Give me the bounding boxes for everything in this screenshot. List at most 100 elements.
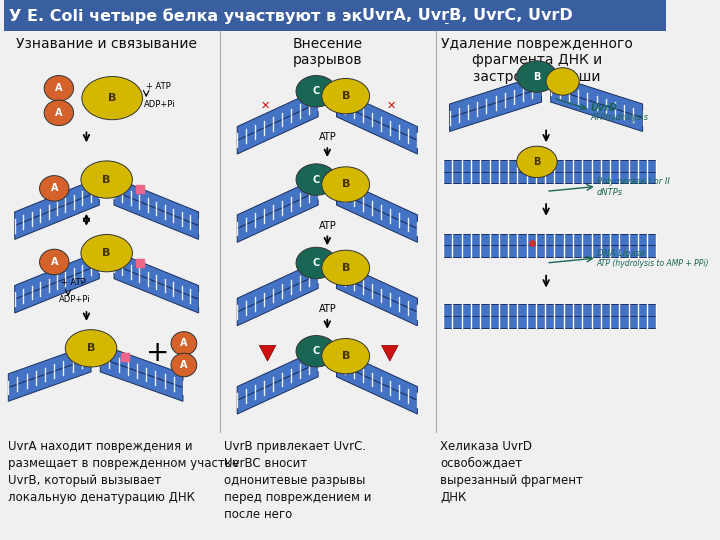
- Polygon shape: [443, 160, 657, 172]
- Ellipse shape: [44, 76, 73, 101]
- Polygon shape: [443, 233, 657, 245]
- Polygon shape: [336, 103, 418, 154]
- Text: B: B: [108, 93, 117, 103]
- Text: A: A: [50, 257, 58, 267]
- Ellipse shape: [40, 249, 69, 275]
- Polygon shape: [382, 346, 398, 361]
- Ellipse shape: [517, 61, 557, 92]
- Text: ATP: ATP: [318, 132, 336, 143]
- Text: A: A: [180, 360, 188, 370]
- Ellipse shape: [322, 250, 369, 286]
- Polygon shape: [100, 358, 183, 401]
- Polygon shape: [114, 251, 199, 299]
- Text: ATP: ATP: [318, 221, 336, 231]
- Polygon shape: [14, 178, 99, 226]
- Text: dNTPs: dNTPs: [597, 188, 623, 197]
- Polygon shape: [9, 358, 91, 401]
- Polygon shape: [336, 363, 418, 414]
- Ellipse shape: [296, 247, 336, 279]
- Ellipse shape: [40, 176, 69, 201]
- Text: A: A: [50, 184, 58, 193]
- Polygon shape: [237, 191, 318, 242]
- Text: UvrD: UvrD: [590, 103, 617, 113]
- Ellipse shape: [296, 335, 336, 367]
- Text: Узнавание и связывание: Узнавание и связывание: [16, 37, 197, 51]
- Polygon shape: [336, 191, 418, 242]
- Text: B: B: [534, 71, 541, 82]
- Ellipse shape: [322, 78, 369, 114]
- Ellipse shape: [517, 146, 557, 178]
- Polygon shape: [443, 172, 657, 184]
- Text: У E. Coli четыре белка участвуют в эксцизии нуклеотидов:: У E. Coli четыре белка участвуют в эксци…: [9, 8, 565, 24]
- Polygon shape: [551, 75, 643, 118]
- Polygon shape: [449, 75, 541, 118]
- Text: UvrA находит повреждения и
размещает в поврежденном участке
UvrB, который вызыва: UvrA находит повреждения и размещает в п…: [9, 440, 240, 504]
- Text: Удаление поврежденного
фрагмента ДНК и
застройка бреши: Удаление поврежденного фрагмента ДНК и з…: [441, 37, 633, 84]
- Ellipse shape: [44, 100, 73, 126]
- Polygon shape: [14, 251, 99, 299]
- Ellipse shape: [171, 353, 197, 377]
- Text: Polymerase I or II: Polymerase I or II: [597, 177, 670, 186]
- Polygon shape: [336, 349, 418, 400]
- Polygon shape: [237, 363, 318, 414]
- Polygon shape: [14, 265, 99, 313]
- Polygon shape: [237, 89, 318, 140]
- Text: ATPhydrolysis: ATPhydrolysis: [590, 113, 648, 122]
- Text: ATP (hydrolysis to AMP + PPi): ATP (hydrolysis to AMP + PPi): [597, 259, 709, 268]
- Ellipse shape: [546, 68, 579, 95]
- Text: B: B: [341, 351, 350, 361]
- Text: ADP+Pi: ADP+Pi: [144, 100, 176, 110]
- Ellipse shape: [66, 330, 117, 367]
- Bar: [4, 0, 665, 31]
- Ellipse shape: [322, 167, 369, 202]
- Text: +: +: [146, 339, 170, 367]
- Ellipse shape: [81, 234, 132, 272]
- Polygon shape: [443, 304, 657, 316]
- Ellipse shape: [296, 164, 336, 195]
- Polygon shape: [336, 89, 418, 140]
- Text: Хеликаза UvrD
освобождает
вырезанный фрагмент
ДНК: Хеликаза UvrD освобождает вырезанный фра…: [441, 440, 583, 504]
- Text: A: A: [55, 83, 63, 93]
- Polygon shape: [237, 275, 318, 326]
- Text: ADP+Pi: ADP+Pi: [59, 295, 91, 304]
- Polygon shape: [114, 191, 199, 239]
- Ellipse shape: [82, 77, 143, 120]
- Polygon shape: [237, 178, 318, 228]
- Text: UvrB привлекает UvrC.
UvrBC вносит
однонитевые разрывы
перед повреждением и
посл: UvrB привлекает UvrC. UvrBC вносит однон…: [225, 440, 372, 521]
- Ellipse shape: [171, 332, 197, 355]
- Text: Внесение
разрывов: Внесение разрывов: [292, 37, 362, 68]
- Text: + ATP: + ATP: [146, 82, 171, 91]
- Polygon shape: [237, 103, 318, 154]
- Ellipse shape: [296, 76, 336, 107]
- Ellipse shape: [81, 161, 132, 198]
- Polygon shape: [551, 89, 643, 131]
- Text: UvrA, UvrB, UvrC, UvrD: UvrA, UvrB, UvrC, UvrD: [362, 8, 573, 23]
- Polygon shape: [336, 261, 418, 312]
- Text: B: B: [102, 248, 111, 258]
- Text: C: C: [312, 258, 320, 268]
- Text: + ATP: + ATP: [60, 278, 86, 287]
- Text: B: B: [87, 343, 95, 353]
- Text: C: C: [312, 86, 320, 96]
- Text: ✕: ✕: [387, 101, 396, 111]
- Polygon shape: [449, 89, 541, 131]
- Text: B: B: [102, 174, 111, 185]
- Polygon shape: [443, 245, 657, 257]
- Text: A: A: [55, 108, 63, 118]
- Polygon shape: [14, 191, 99, 239]
- Text: B: B: [534, 157, 541, 167]
- Polygon shape: [114, 178, 199, 226]
- Text: DNA Ligase: DNA Ligase: [597, 248, 645, 258]
- Polygon shape: [237, 261, 318, 312]
- Text: ✕: ✕: [260, 101, 269, 111]
- Polygon shape: [336, 275, 418, 326]
- Polygon shape: [114, 265, 199, 313]
- Text: B: B: [341, 91, 350, 101]
- Text: C: C: [312, 346, 320, 356]
- Ellipse shape: [322, 339, 369, 374]
- Polygon shape: [100, 345, 183, 388]
- Polygon shape: [336, 178, 418, 228]
- Text: B: B: [341, 179, 350, 190]
- Text: B: B: [341, 263, 350, 273]
- Text: A: A: [180, 339, 188, 348]
